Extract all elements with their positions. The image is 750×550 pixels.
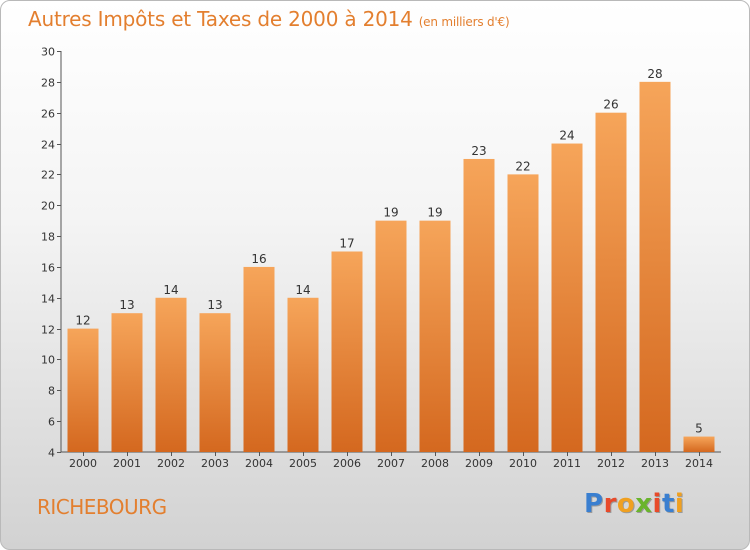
value-label-2001: 13: [119, 298, 134, 312]
x-tick-label-2000: 2000: [69, 457, 97, 470]
chart-unit: (en milliers d'€): [418, 15, 510, 29]
x-tick-label-2008: 2008: [421, 457, 449, 470]
x-tick-label-2006: 2006: [333, 457, 361, 470]
bar-2005: [287, 297, 319, 452]
y-tick-label: 18: [41, 231, 55, 244]
y-tick-label: 22: [41, 169, 55, 182]
x-tick-label-2002: 2002: [157, 457, 185, 470]
x-tick-label-2005: 2005: [289, 457, 317, 470]
proxiti-logo[interactable]: Proxiti: [584, 489, 684, 519]
value-label-2013: 28: [647, 67, 662, 81]
bar-2014: [683, 436, 715, 452]
value-label-2010: 22: [515, 159, 530, 173]
chart-title: Autres Impôts et Taxes de 2000 à 2014 (en…: [28, 7, 510, 31]
x-tick-label-2010: 2010: [509, 457, 537, 470]
x-tick-label-2013: 2013: [641, 457, 669, 470]
y-tick-label: 8: [48, 385, 55, 398]
y-tick-label: 24: [41, 139, 55, 152]
logo-letter: P: [584, 489, 604, 519]
x-tick-label-2011: 2011: [553, 457, 581, 470]
x-tick-label-2001: 2001: [113, 457, 141, 470]
y-tick-label: 30: [41, 46, 55, 59]
value-label-2008: 19: [427, 206, 442, 220]
place-name: RICHEBOURG: [37, 495, 167, 519]
bar-2004: [243, 266, 275, 452]
y-tick-label: 26: [41, 108, 55, 121]
x-tick-label-2009: 2009: [465, 457, 493, 470]
y-tick-label: 6: [48, 416, 55, 429]
bar-2010: [507, 174, 539, 452]
y-tick-label: 4: [48, 447, 55, 460]
value-label-2009: 23: [471, 144, 486, 158]
value-label-2006: 17: [339, 237, 354, 251]
bar-2006: [331, 251, 363, 452]
logo-letter: o: [616, 489, 636, 519]
bar-2013: [639, 81, 671, 452]
bar-2008: [419, 220, 451, 452]
chart-title-text: Autres Impôts et Taxes de 2000 à 2014: [28, 7, 413, 31]
bar-2003: [199, 313, 231, 452]
value-label-2005: 14: [295, 283, 310, 297]
x-tick-label-2012: 2012: [597, 457, 625, 470]
value-label-2004: 16: [251, 252, 266, 266]
y-tick-label: 14: [41, 293, 55, 306]
value-label-2002: 14: [163, 283, 178, 297]
value-label-2000: 12: [75, 314, 90, 328]
x-tick-label-2003: 2003: [201, 457, 229, 470]
bar-2009: [463, 158, 495, 452]
bar-2007: [375, 220, 407, 452]
x-tick-label-2014: 2014: [685, 457, 713, 470]
y-tick-label: 20: [41, 200, 55, 213]
bar-2000: [67, 328, 99, 452]
bar-2001: [111, 313, 143, 452]
y-tick-label: 10: [41, 354, 55, 367]
logo-letter: r: [603, 489, 617, 519]
value-label-2011: 24: [559, 129, 574, 143]
bar-2002: [155, 297, 187, 452]
logo-letter: x: [635, 489, 653, 519]
value-label-2014: 5: [695, 422, 703, 436]
x-tick-label-2004: 2004: [245, 457, 273, 470]
value-label-2003: 13: [207, 298, 222, 312]
bar-2012: [595, 112, 627, 452]
bar-2011: [551, 143, 583, 453]
logo-letter: t: [661, 489, 675, 519]
y-tick-label: 12: [41, 324, 55, 337]
x-tick-label-2007: 2007: [377, 457, 405, 470]
value-label-2007: 19: [383, 206, 398, 220]
y-tick-label: 16: [41, 262, 55, 275]
logo-letter: i: [674, 489, 685, 519]
logo-letter: i: [652, 489, 662, 519]
y-tick-label: 28: [41, 77, 55, 90]
value-label-2012: 26: [603, 98, 618, 112]
